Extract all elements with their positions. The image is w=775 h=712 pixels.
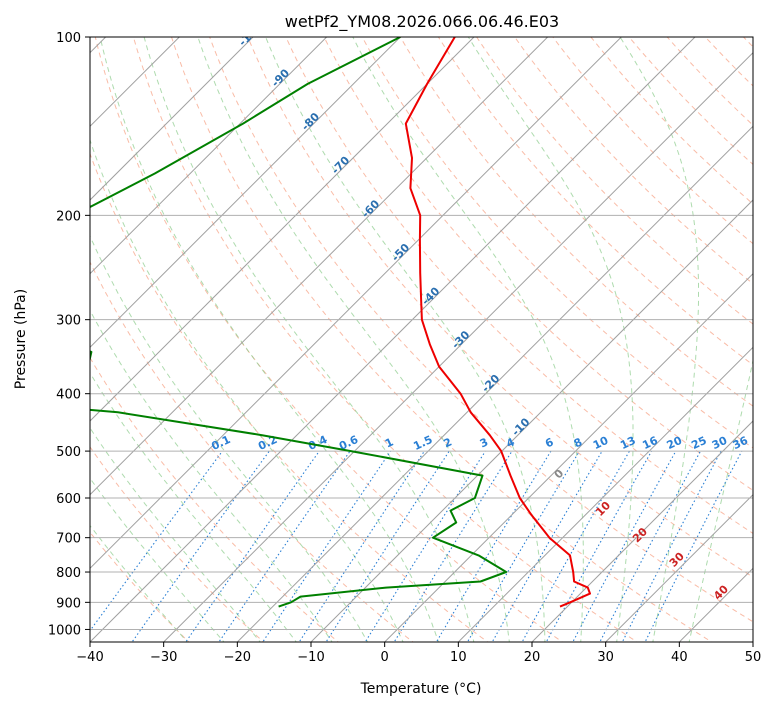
moist-adiabat-label: 0 bbox=[552, 467, 567, 482]
mixing-ratio-label: 3 bbox=[478, 435, 490, 450]
dry-adiabat-line bbox=[243, 24, 775, 645]
isotherm-line bbox=[235, 10, 775, 645]
x-tick-label: 0 bbox=[381, 650, 389, 665]
mixing-ratio-label: 6 bbox=[543, 435, 556, 450]
x-tick-label: −10 bbox=[297, 650, 324, 665]
dry-adiabat-line bbox=[0, 24, 266, 645]
mixing-ratio-label: 8 bbox=[572, 435, 584, 450]
x-tick-label: −40 bbox=[76, 650, 103, 665]
isotherm-label: -70 bbox=[329, 154, 352, 177]
isotherm-line bbox=[0, 10, 59, 645]
y-tick-label: 100 bbox=[56, 31, 81, 46]
isotherm-label: -90 bbox=[269, 66, 292, 89]
dry-adiabat-line bbox=[318, 24, 775, 645]
x-tick-label: 30 bbox=[597, 650, 614, 665]
isotherm-line bbox=[161, 10, 775, 645]
x-tick-label: 10 bbox=[450, 650, 467, 665]
isotherm-line bbox=[603, 10, 775, 645]
x-axis-label: Temperature (°C) bbox=[360, 681, 482, 697]
mixing-ratio-label: 20 bbox=[665, 434, 685, 452]
y-tick-label: 300 bbox=[56, 314, 81, 329]
temperature-profile-line bbox=[406, 37, 590, 607]
dry-adiabat-line bbox=[693, 24, 775, 645]
y-tick-label: 200 bbox=[56, 209, 81, 224]
dry-adiabat-line bbox=[55, 24, 491, 645]
profile-lines bbox=[0, 37, 590, 607]
mixing-ratio-line bbox=[572, 451, 676, 644]
y-tick-label: 1000 bbox=[48, 623, 81, 638]
dry-adiabat-line bbox=[393, 24, 775, 645]
moist-adiabat-label: 40 bbox=[711, 582, 731, 602]
moist-adiabat-label: 20 bbox=[630, 525, 650, 545]
y-axis-label: Pressure (hPa) bbox=[13, 289, 29, 389]
dry-adiabat-line bbox=[167, 24, 715, 645]
moist-adiabat-line bbox=[620, 37, 698, 644]
x-tick-label: 20 bbox=[524, 650, 541, 665]
isotherm-line bbox=[14, 10, 649, 645]
mixing-ratio-label: 1 bbox=[383, 435, 395, 450]
isotherm-label: -10 bbox=[509, 415, 532, 438]
dry-adiabat-line bbox=[92, 24, 566, 645]
mixing-ratio-label: 10 bbox=[591, 434, 611, 452]
mixing-ratio-label: 16 bbox=[640, 434, 660, 452]
background-lines bbox=[0, 10, 775, 645]
x-tick-label: −30 bbox=[150, 650, 177, 665]
pressure-gridlines bbox=[90, 37, 753, 629]
moist-adiabat-line bbox=[0, 37, 262, 644]
dry-adiabat-line bbox=[769, 24, 775, 645]
y-tick-label: 600 bbox=[56, 492, 81, 507]
moist-adiabat-line bbox=[0, 37, 298, 644]
y-tick-label: 400 bbox=[56, 388, 81, 403]
x-tick-label: −20 bbox=[224, 650, 251, 665]
isotherm-line bbox=[0, 10, 575, 645]
mixing-ratio-line bbox=[644, 451, 742, 644]
mixing-ratio-label: 30 bbox=[710, 434, 730, 452]
y-tick-label: 500 bbox=[56, 445, 81, 460]
isotherm-line bbox=[0, 10, 354, 645]
isotherm-label: -30 bbox=[449, 328, 472, 351]
y-tick-label: 700 bbox=[56, 532, 81, 547]
dry-adiabat-line bbox=[17, 24, 416, 645]
moist-adiabat-label: 30 bbox=[667, 549, 687, 569]
mixing-ratio-line bbox=[325, 451, 450, 644]
mixing-ratio-label: 0.1 bbox=[209, 433, 232, 453]
y-tick-label: 900 bbox=[56, 596, 81, 611]
moist-adiabat-label: 10 bbox=[593, 499, 613, 519]
isotherm-line bbox=[456, 10, 775, 645]
moist-adiabat-line bbox=[689, 37, 775, 644]
isotherm-label: -20 bbox=[479, 372, 502, 395]
x-tick-label: 50 bbox=[745, 650, 762, 665]
chart-title: wetPf2_YM08.2026.066.06.46.E03 bbox=[285, 12, 559, 32]
mixing-ratio-label: 1.5 bbox=[411, 433, 434, 453]
mixing-ratio-label: 25 bbox=[689, 434, 708, 452]
moist-adiabat-line bbox=[100, 37, 439, 644]
isotherm-label: -50 bbox=[389, 241, 412, 264]
isotherm-line bbox=[751, 10, 775, 645]
dry-adiabat-line bbox=[280, 24, 775, 645]
x-tick-label: 40 bbox=[671, 650, 688, 665]
isotherm-line bbox=[677, 10, 775, 645]
isotherm-label: -40 bbox=[419, 284, 442, 307]
dry-adiabat-line bbox=[430, 24, 775, 645]
y-tick-label: 800 bbox=[56, 566, 81, 581]
moist-adiabat-line bbox=[4, 37, 334, 644]
dry-adiabat-line bbox=[656, 24, 775, 645]
isotherm-label: -80 bbox=[299, 110, 322, 133]
isotherm-line bbox=[88, 10, 723, 645]
mixing-ratio-label: 2 bbox=[442, 435, 454, 450]
mixing-ratio-line bbox=[217, 451, 350, 644]
moist-adiabat-line bbox=[32, 37, 369, 644]
dry-adiabat-line bbox=[468, 24, 775, 645]
isotherm-label: -60 bbox=[359, 197, 382, 220]
